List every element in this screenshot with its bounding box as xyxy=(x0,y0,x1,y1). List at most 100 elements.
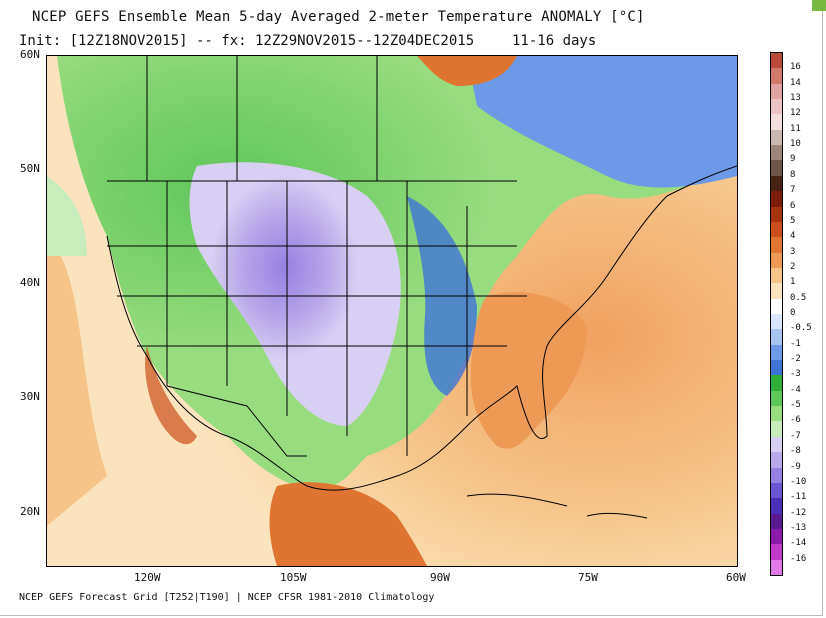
colorbar-tick-label: 7 xyxy=(790,185,796,196)
colorbar-tick-label: 9 xyxy=(790,154,796,165)
colorbar-tick-label: 13 xyxy=(790,93,801,104)
colorbar-tick-label: -10 xyxy=(790,476,807,487)
colorbar-swatch xyxy=(771,221,782,238)
colorbar-swatch xyxy=(771,528,782,545)
baja-warm-streak xyxy=(145,346,197,445)
temperature-anomaly-map xyxy=(46,55,738,567)
colorbar-tick-label: -16 xyxy=(790,553,807,564)
eastern-canada-cold-region xyxy=(467,56,737,188)
colorbar-swatch xyxy=(771,329,782,346)
colorbar-swatch xyxy=(771,467,782,484)
colorbar-swatch xyxy=(771,314,782,330)
lat-label-50n: 50N xyxy=(20,162,40,175)
colorbar-swatch xyxy=(771,252,782,269)
colorbar-swatch xyxy=(771,375,782,392)
continental-coastline xyxy=(106,165,737,491)
colorbar-swatch xyxy=(771,68,782,85)
colorbar-swatch xyxy=(771,344,782,361)
colorbar-tick-label: -11 xyxy=(790,492,807,503)
hudson-bay-warm-spot xyxy=(417,56,517,86)
colorbar-tick-label: -0.5 xyxy=(790,323,812,334)
lat-label-60n: 60N xyxy=(20,48,40,61)
colorbar-tick-label: 0 xyxy=(790,308,796,318)
colorbar-swatch xyxy=(771,544,782,561)
lon-label-75w: 75W xyxy=(578,571,598,584)
colorbar-swatch xyxy=(771,99,782,115)
colorbar-tick-label: -3 xyxy=(790,369,801,380)
colorbar-tick-label: -13 xyxy=(790,522,807,533)
colorbar-swatch xyxy=(771,129,782,146)
colorbar-tick-label: 1 xyxy=(790,277,796,288)
colorbar-swatch xyxy=(771,298,782,315)
canadian-province-lines xyxy=(146,56,378,181)
colorbar-tick-label: 0.5 xyxy=(790,292,807,303)
lon-label-120w: 120W xyxy=(134,571,161,584)
colorbar-swatch xyxy=(771,283,782,300)
colorbar-swatch xyxy=(771,145,782,161)
colorbar-tick-label: 5 xyxy=(790,215,796,226)
us-state-lines-vertical xyxy=(166,181,468,456)
colorbar-swatch xyxy=(771,559,782,576)
colorbar-swatch xyxy=(771,421,782,438)
map-svg xyxy=(47,56,737,566)
colorbar-tick-label: 4 xyxy=(790,231,796,242)
lead-time-label: 11-16 days xyxy=(512,33,597,49)
hispaniola-outline xyxy=(586,512,648,519)
colorbar-swatch xyxy=(771,267,782,284)
colorbar-swatch xyxy=(771,191,782,208)
mexico-warm-region xyxy=(269,482,427,566)
colorbar-tick-label: -4 xyxy=(790,384,801,395)
chart-title: NCEP GEFS Ensemble Mean 5-day Averaged 2… xyxy=(32,9,645,25)
colorbar-tick-label: 8 xyxy=(790,169,796,180)
colorbar xyxy=(770,52,783,576)
colorbar-swatch xyxy=(771,498,782,515)
colorbar-tick-label: 16 xyxy=(790,62,801,73)
colorbar-tick-label: -5 xyxy=(790,400,801,411)
colorbar-swatch xyxy=(771,206,782,223)
colorbar-tick-label: -12 xyxy=(790,507,807,518)
lon-label-60w: 60W xyxy=(726,571,746,584)
coastlines-and-borders xyxy=(106,56,737,519)
colorbar-tick-label: -14 xyxy=(790,538,807,549)
plains-cold-anomaly xyxy=(189,162,401,426)
colorbar-swatch xyxy=(771,83,782,100)
colorbar-tick-label: -7 xyxy=(790,430,801,441)
colorbar-swatch xyxy=(771,114,782,131)
corner-tab xyxy=(812,0,826,11)
colorbar-tick-label: 6 xyxy=(790,200,796,211)
cuba-outline xyxy=(466,493,568,507)
colorbar-swatch xyxy=(771,390,782,407)
init-forecast-subtitle: Init: [12Z18NOV2015] -- fx: 12Z29NOV2015… xyxy=(19,33,475,49)
colorbar-swatch xyxy=(771,360,782,376)
colorbar-tick-label: 10 xyxy=(790,139,801,150)
colorbar-swatch xyxy=(771,53,782,69)
colorbar-tick-label: -8 xyxy=(790,446,801,457)
colorbar-swatch xyxy=(771,160,782,177)
colorbar-tick-label: 2 xyxy=(790,261,796,272)
colorbar-tick-label: 12 xyxy=(790,108,801,119)
lat-label-20n: 20N xyxy=(20,505,40,518)
colorbar-tick-label: -6 xyxy=(790,415,801,426)
colorbar-swatch xyxy=(771,482,782,499)
lat-label-40n: 40N xyxy=(20,276,40,289)
lon-label-90w: 90W xyxy=(430,571,450,584)
lon-label-105w: 105W xyxy=(280,571,307,584)
colorbar-tick-label: 3 xyxy=(790,246,796,257)
pacific-warm-region xyxy=(47,236,107,526)
colorbar-tick-label: -1 xyxy=(790,338,801,349)
colorbar-swatch xyxy=(771,175,782,192)
colorbar-tick-label: -2 xyxy=(790,354,801,365)
us-state-lines-horizontal xyxy=(107,245,527,347)
colorbar-swatch xyxy=(771,436,782,453)
colorbar-swatch xyxy=(771,452,782,469)
lat-label-30n: 30N xyxy=(20,390,40,403)
colorbar-tick-label: -9 xyxy=(790,461,801,472)
colorbar-swatch xyxy=(771,513,782,530)
footer-source-note: NCEP GEFS Forecast Grid [T252|T190] | NC… xyxy=(19,592,435,603)
us-mexico-border xyxy=(166,385,307,457)
colorbar-swatch xyxy=(771,237,782,254)
pacific-cool-region xyxy=(47,176,87,256)
colorbar-tick-label: 14 xyxy=(790,77,801,88)
colorbar-swatch xyxy=(771,406,782,422)
